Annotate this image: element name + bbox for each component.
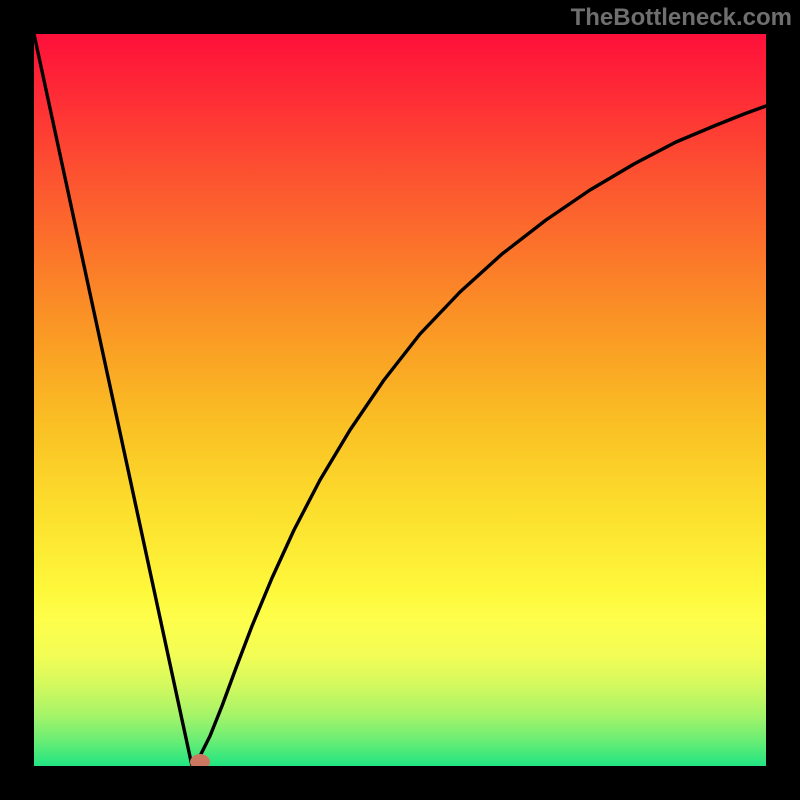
chart-container: TheBottleneck.com [0,0,800,800]
chart-svg [0,0,800,800]
gradient-background [34,34,766,766]
watermark-text: TheBottleneck.com [571,4,792,32]
